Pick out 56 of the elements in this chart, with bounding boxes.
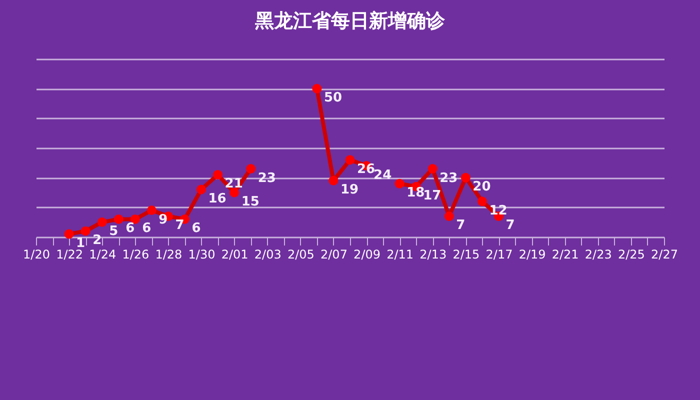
point — [394, 178, 404, 188]
point — [213, 170, 223, 180]
x-tick-label: 2/27 — [651, 248, 678, 262]
data-label: 50 — [324, 90, 342, 106]
x-tick-label: 2/11 — [386, 248, 414, 262]
data-label: 7 — [506, 218, 515, 234]
data-label: 6 — [126, 221, 135, 236]
data-label: 6 — [142, 221, 152, 236]
data-label: 18 — [406, 186, 425, 201]
point — [114, 214, 124, 224]
x-tick-label: 2/13 — [420, 248, 447, 262]
point — [428, 164, 438, 174]
point — [130, 214, 140, 224]
x-tick-label: 2/01 — [221, 248, 248, 262]
point — [196, 184, 206, 194]
point — [97, 217, 107, 227]
point — [460, 172, 470, 182]
x-tick-label: 2/15 — [452, 248, 480, 262]
x-tick-label: 2/03 — [254, 248, 282, 262]
data-label: 15 — [241, 194, 260, 210]
data-label: 6 — [192, 221, 201, 236]
x-tick-label: 2/23 — [584, 248, 612, 262]
data-label: 16 — [208, 192, 226, 207]
data-label: 19 — [340, 182, 359, 198]
data-label: 7 — [456, 218, 466, 234]
point — [230, 188, 240, 198]
point — [328, 176, 338, 186]
x-tick-label: 1/24 — [89, 248, 116, 262]
point — [444, 212, 454, 221]
point — [312, 84, 322, 94]
x-tick-label: 1/28 — [155, 248, 182, 262]
x-tick-label: 1/22 — [56, 248, 84, 262]
point — [80, 226, 90, 236]
data-label: 26 — [357, 162, 376, 177]
chart-title: 黑龙江省每日新增确诊 — [254, 10, 446, 32]
x-tick-label: 1/20 — [23, 248, 50, 262]
x-tick-label: 2/21 — [552, 248, 579, 262]
point — [477, 196, 487, 206]
x-tick-label: 2/05 — [287, 248, 314, 262]
data-label: 20 — [472, 180, 491, 195]
point — [146, 206, 156, 216]
point — [64, 229, 74, 239]
point — [345, 155, 355, 165]
data-label: 17 — [423, 188, 442, 204]
data-label: 21 — [224, 176, 243, 192]
point — [246, 164, 256, 174]
data-label: 7 — [175, 218, 184, 234]
x-tick-label: 2/07 — [320, 248, 348, 262]
x-tick-label: 1/30 — [188, 248, 216, 262]
x-tick-label: 2/17 — [486, 248, 513, 262]
data-label: 9 — [158, 212, 168, 228]
x-tick-label: 2/25 — [618, 248, 645, 262]
data-label: 5 — [109, 224, 118, 240]
x-tick-label: 1/26 — [122, 248, 150, 262]
x-tick-label: 2/19 — [518, 248, 546, 262]
x-tick-label: 2/09 — [354, 248, 381, 262]
